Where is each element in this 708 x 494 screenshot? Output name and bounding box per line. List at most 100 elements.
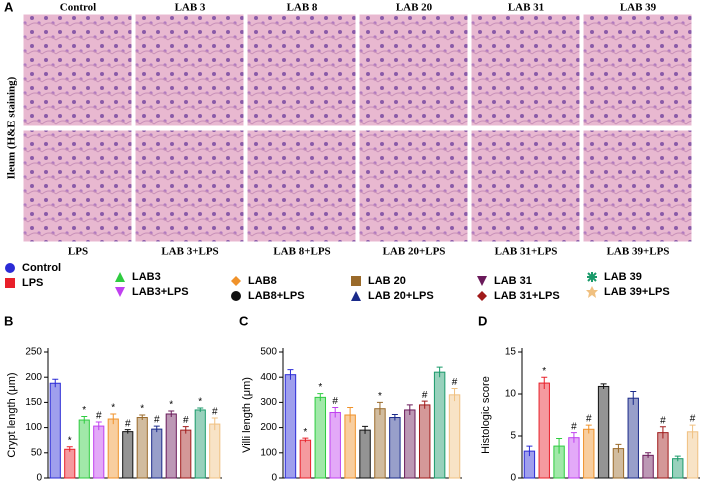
significance-mark: * [198,397,202,408]
bar [78,419,90,479]
y-tick-label: 0 [36,473,42,484]
bar [597,385,610,479]
error-bar [659,426,666,439]
y-tick-label: 10 [505,389,517,400]
error-bar [436,366,443,378]
side-label: Ileum (H&E staining) [6,76,18,179]
legend-label: Control [22,262,61,274]
legend-marker [231,291,241,301]
error-bar [421,400,428,409]
significance-mark: # [154,415,160,426]
histology-image [246,13,357,127]
error-bar [541,376,548,389]
legend-label: LAB 39 [604,271,642,283]
error-bar [168,410,175,418]
error-bar [317,393,324,402]
legend-marker [115,287,125,297]
bar [344,414,356,479]
significance-mark: # [586,414,592,425]
y-tick-label: 400 [260,372,277,383]
image-label: LAB 3 [175,2,206,14]
y-tick-label: 100 [25,422,42,433]
legend-marker [5,278,15,288]
bar [418,404,431,479]
bar [329,411,341,479]
significance-mark: * [82,405,86,416]
histology-image [22,13,133,127]
error-bar [95,421,102,431]
image-label: LAB 8+LPS [273,246,330,258]
bar [433,371,446,479]
error-bar [674,455,681,462]
bar [374,408,386,479]
error-bar [197,407,204,412]
image-label: LAB 39 [620,2,657,14]
bar [209,423,221,479]
error-bar [526,445,533,457]
bar [389,417,401,479]
image-label: LAB 20+LPS [383,246,446,258]
legend-label: LAB 20+LPS [368,290,434,302]
error-bar [689,424,696,439]
error-bar [362,425,369,434]
legend-label: LAB3+LPS [132,286,189,298]
legend-marker [351,291,361,301]
y-tick-label: 15 [505,347,517,358]
error-bar [645,452,652,458]
bar [538,382,550,479]
legend-marker [5,263,15,273]
y-tick-label: 50 [31,447,43,458]
panel-letter: B [4,313,13,328]
panel-letter: C [239,313,249,328]
error-bar [182,426,189,434]
bar [627,397,639,479]
y-tick-label: 300 [260,397,277,408]
significance-mark: # [96,411,102,422]
image-label: Control [60,2,96,14]
bar [64,448,76,479]
error-bar [585,424,592,434]
error-bar [451,388,458,402]
error-bar [211,417,218,431]
legend-marker [586,286,598,298]
legend-label: LAB8+LPS [248,290,305,302]
image-label: LAB 31+LPS [495,246,558,258]
image-label: LAB 8 [287,2,318,14]
histology-image [358,13,469,127]
bar [642,454,654,479]
image-label: LAB 3+LPS [161,246,218,258]
error-bar [153,425,160,433]
bar [657,432,669,479]
histology-image [582,129,693,243]
error-bar [52,378,59,388]
y-tick-label: 200 [260,422,277,433]
axis-title: Villi length (μm) [241,377,253,453]
significance-mark: * [542,366,546,377]
legend-label: LAB8 [248,275,277,287]
y-tick-label: 150 [25,397,42,408]
bar [194,409,206,479]
significance-mark: * [140,404,144,415]
error-bar [556,438,563,454]
significance-mark: * [318,382,322,393]
image-label: LAB 20 [396,2,433,14]
histology-image [246,129,357,243]
histology-image [582,13,693,127]
legend-label: LAB 31 [494,275,532,287]
error-bar [391,413,398,421]
image-label: LAB 31 [508,2,544,14]
error-bar [600,383,607,389]
legend-label: LAB3 [132,271,161,283]
bar [583,428,595,479]
y-tick-label: 100 [260,447,277,458]
bar [448,394,461,479]
axis-title: Histologic score [480,376,492,454]
legend-marker [587,272,597,282]
error-bar [630,390,637,405]
significance-mark: # [690,414,696,425]
bar [107,418,119,479]
significance-mark: # [125,418,131,429]
error-bar [406,404,413,415]
error-bar [615,443,622,453]
error-bar [570,432,577,443]
